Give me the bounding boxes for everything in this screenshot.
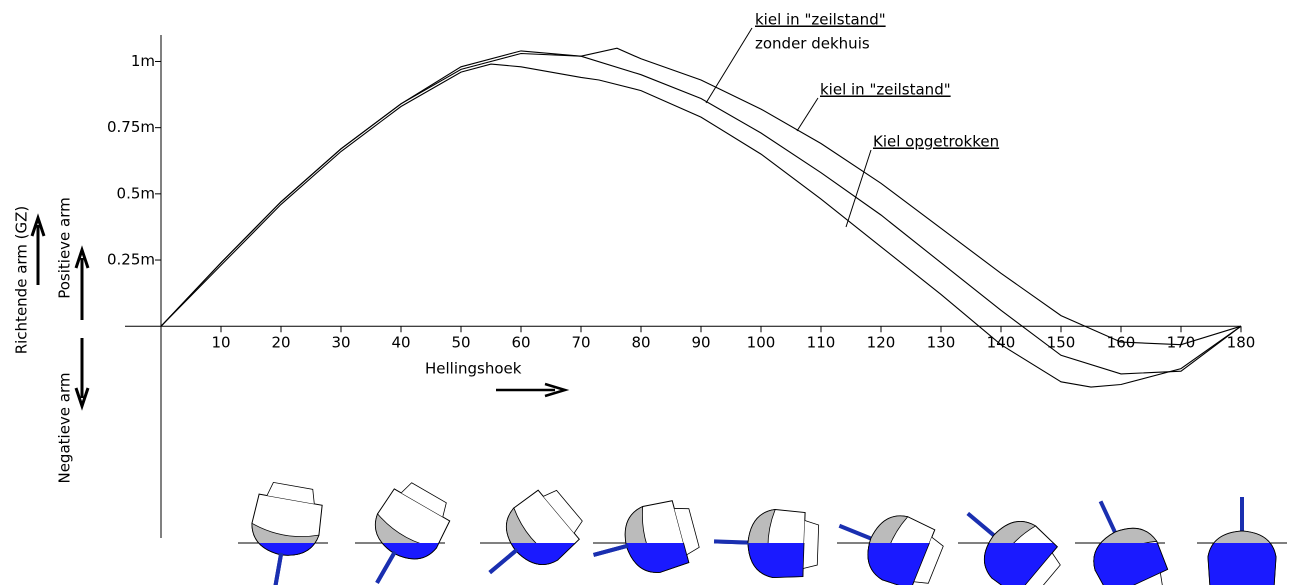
- submerged: [867, 543, 936, 585]
- x-tick-label: 60: [511, 334, 530, 352]
- x-tick-label: 160: [1107, 334, 1136, 352]
- boat-illustrations: [238, 481, 1287, 585]
- leader-line: [845, 149, 872, 228]
- submerged-keel: [593, 543, 629, 557]
- x-tick-label: 150: [1047, 334, 1076, 352]
- x-tick-label: 110: [807, 334, 836, 352]
- y-axis-title: Richtende arm (GZ): [13, 206, 31, 355]
- submerged-hull: [867, 543, 936, 585]
- y-negative-label: Negatieve arm: [56, 372, 74, 483]
- submerged: [593, 543, 690, 573]
- keel: [1098, 500, 1118, 535]
- keel: [838, 523, 874, 542]
- submerged-hull: [1093, 543, 1169, 585]
- submerged-hull: [1207, 543, 1277, 585]
- x-tick-label: 180: [1227, 334, 1256, 352]
- boat-submerged: [867, 543, 936, 585]
- cabin: [913, 536, 944, 584]
- boat-submerged: [374, 543, 451, 584]
- y-tick-label: 0.25m: [107, 251, 155, 269]
- cabin: [400, 482, 447, 517]
- boat: [593, 500, 700, 573]
- arrow: [74, 245, 90, 320]
- arrow: [30, 213, 46, 285]
- boat-submerged: [593, 543, 690, 573]
- boat-submerged: [1093, 543, 1169, 585]
- cabin: [674, 508, 700, 556]
- cabin: [803, 520, 820, 569]
- submerged-keel: [273, 552, 284, 585]
- x-tick-label: 80: [631, 334, 650, 352]
- cabin: [266, 481, 315, 504]
- boat: [488, 489, 583, 575]
- arrow: [496, 382, 570, 398]
- x-tick-label: 40: [391, 334, 410, 352]
- keel: [966, 511, 997, 539]
- x-tick-label: 100: [747, 334, 776, 352]
- submerged: [1207, 543, 1277, 585]
- submerged: [1093, 543, 1169, 585]
- submerged: [488, 543, 580, 575]
- submerged: [984, 543, 1058, 585]
- boat-submerged: [488, 543, 580, 575]
- x-tick-label: 90: [691, 334, 710, 352]
- boat-submerged: [251, 543, 323, 585]
- x-tick-label: 130: [927, 334, 956, 352]
- submerged-keel: [375, 550, 397, 584]
- leader-line: [796, 97, 819, 132]
- y-tick-label: 0.5m: [117, 184, 155, 202]
- keel: [713, 539, 751, 545]
- boat: [251, 481, 323, 585]
- gz-curve: [160, 47, 1242, 346]
- cabin: [543, 489, 583, 534]
- x-tick-label: 30: [331, 334, 350, 352]
- boat-submerged: [1207, 543, 1277, 585]
- x-tick-label: 20: [271, 334, 290, 352]
- gz-curve: [160, 50, 1242, 375]
- y-positive-label: Positieve arm: [56, 197, 74, 299]
- x-tick-label: 50: [451, 334, 470, 352]
- boat-submerged: [713, 543, 806, 578]
- annotation: zonder dekhuis: [755, 35, 870, 53]
- annotation: kiel in "zeilstand": [820, 81, 951, 99]
- submerged-keel: [488, 547, 519, 575]
- x-axis-title: Hellingshoek: [425, 360, 522, 378]
- annotation: Kiel opgetrokken: [873, 133, 999, 151]
- submerged-hull: [984, 543, 1058, 585]
- x-tick-label: 10: [211, 334, 230, 352]
- submerged: [713, 543, 806, 578]
- submerged: [374, 543, 451, 584]
- y-tick-label: 0.75m: [107, 118, 155, 136]
- x-tick-label: 70: [571, 334, 590, 352]
- annotation: kiel in "zeilstand": [755, 11, 886, 29]
- submerged-hull: [747, 543, 806, 578]
- submerged: [251, 543, 323, 585]
- arrow: [74, 338, 90, 411]
- x-tick-label: 120: [867, 334, 896, 352]
- gz-curve: [160, 63, 1242, 388]
- boat: [374, 482, 451, 584]
- leader-line: [705, 27, 753, 104]
- x-tick-label: 170: [1167, 334, 1196, 352]
- y-tick-label: 1m: [131, 52, 155, 70]
- boat-submerged: [984, 543, 1058, 585]
- cabin: [1116, 572, 1164, 585]
